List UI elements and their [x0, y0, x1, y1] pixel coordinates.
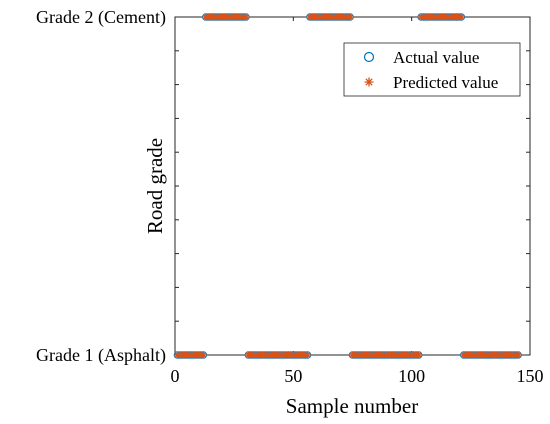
legend-box — [343, 42, 521, 97]
predicted-point — [514, 351, 522, 359]
predicted-point — [415, 351, 422, 359]
legend-label-actual: Actual value — [393, 48, 479, 67]
y-tick-label: Grade 1 (Asphalt) — [36, 345, 166, 366]
y-tick-labels: Grade 1 (Asphalt) Grade 2 (Cement) — [36, 7, 166, 366]
legend: Actual value Predicted value — [343, 42, 521, 97]
predicted-point — [458, 13, 465, 21]
x-axis-label: Sample number — [286, 394, 418, 418]
legend-marker-actual — [363, 51, 375, 63]
y-tick-label: Grade 2 (Cement) — [36, 7, 166, 28]
asterisk-icon — [364, 77, 374, 87]
x-tick-label: 100 — [398, 366, 425, 386]
x-tick-labels: 0 50 100 150 — [171, 366, 544, 386]
predicted-point — [304, 351, 311, 359]
predicted-point — [346, 13, 354, 21]
data-marks — [173, 13, 522, 359]
x-tick-label: 150 — [517, 366, 544, 386]
predicted-point — [200, 351, 207, 359]
legend-marker-predicted — [364, 77, 374, 87]
predicted-point — [242, 13, 250, 21]
y-axis-label: Road grade — [143, 138, 167, 234]
legend-label-predicted: Predicted value — [393, 73, 498, 92]
x-tick-label: 0 — [171, 366, 180, 386]
x-tick-label: 50 — [284, 366, 302, 386]
